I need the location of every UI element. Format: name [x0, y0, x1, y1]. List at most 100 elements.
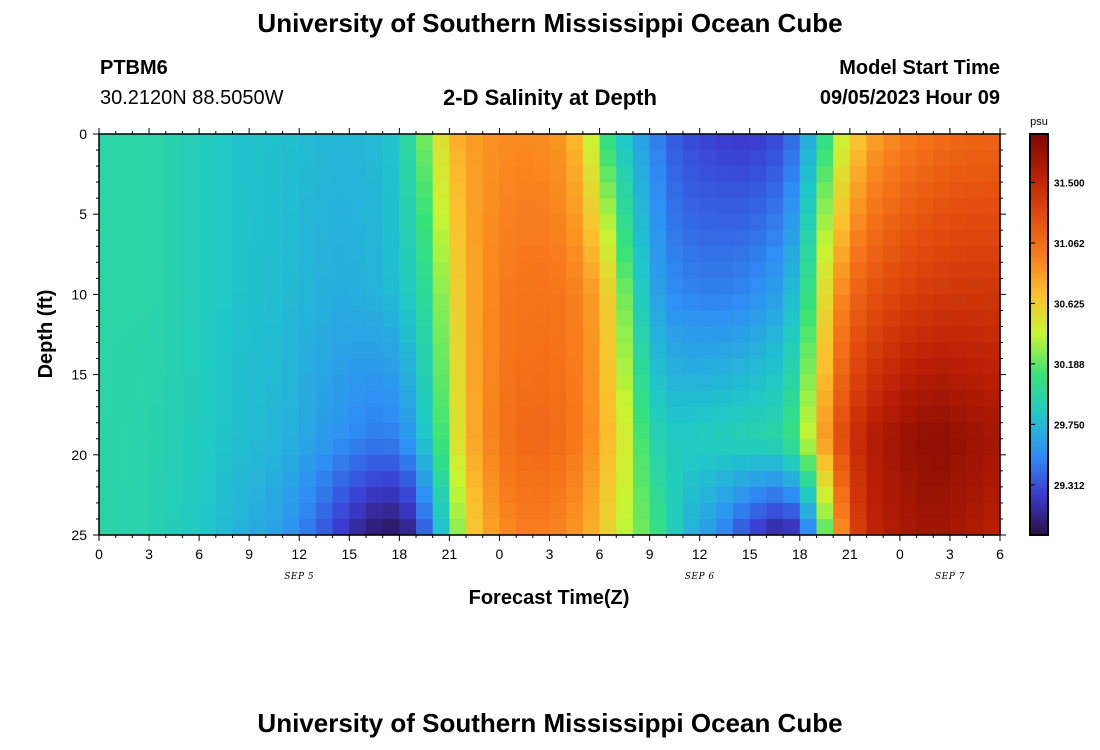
heatmap-cell [99, 518, 117, 536]
heatmap-cell [933, 262, 951, 279]
heatmap-cell [499, 150, 517, 167]
heatmap-cell [599, 310, 617, 328]
heatmap-cell [165, 134, 184, 151]
heatmap-cell [699, 150, 717, 167]
heatmap-cell [733, 214, 751, 231]
heatmap-cell [299, 374, 317, 392]
heatmap-cell [899, 214, 918, 231]
heatmap-cell [249, 326, 267, 344]
heatmap-cell [282, 422, 300, 440]
heatmap-cell [966, 214, 984, 231]
heatmap-cell [265, 214, 284, 231]
heatmap-cell [816, 278, 834, 295]
heatmap-cell [382, 422, 400, 440]
heatmap-cell [949, 230, 968, 247]
heatmap-cell [783, 166, 801, 183]
y-tick-label: 20 [71, 447, 87, 463]
heatmap-cell [582, 150, 601, 167]
heatmap-cell [482, 502, 501, 520]
heatmap-cell [332, 390, 350, 408]
x-tick-label: 6 [996, 546, 1004, 562]
heatmap-cell [265, 390, 284, 408]
heatmap-cell [566, 470, 584, 488]
heatmap-cell [315, 358, 334, 376]
heatmap-cell [466, 198, 484, 215]
heatmap-cell [382, 358, 400, 376]
heatmap-cell [599, 166, 617, 183]
heatmap-cell [265, 230, 284, 247]
heatmap-cell [599, 374, 617, 392]
heatmap-cell [115, 278, 133, 295]
heatmap-cell [833, 230, 851, 247]
heatmap-cell [332, 502, 350, 520]
heatmap-cell [165, 470, 184, 488]
heatmap-cell [649, 246, 667, 263]
heatmap-cell [149, 278, 167, 295]
heatmap-cell [933, 230, 951, 247]
heatmap-cell [99, 486, 117, 504]
heatmap-cell [599, 502, 617, 520]
heatmap-cell [666, 358, 684, 376]
heatmap-cell [933, 150, 951, 167]
heatmap-cell [699, 342, 717, 360]
heatmap-cell [466, 230, 484, 247]
heatmap-cell [699, 230, 717, 247]
heatmap-cell [783, 310, 801, 328]
footer-title: University of Southern Mississippi Ocean… [257, 708, 843, 738]
heatmap-cell [416, 358, 434, 376]
heatmap-cell [816, 502, 834, 520]
heatmap-cell [966, 454, 984, 472]
heatmap-cell [632, 262, 651, 279]
heatmap-cell [516, 150, 534, 167]
heatmap-cell [466, 166, 484, 183]
heatmap-cell [482, 150, 501, 167]
heatmap-cell [115, 214, 133, 231]
heatmap-cell [632, 166, 651, 183]
heatmap-cell [215, 518, 234, 536]
heatmap-cell [783, 502, 801, 520]
heatmap-cell [866, 134, 884, 151]
heatmap-cell [165, 294, 184, 312]
heatmap-cell [282, 518, 300, 536]
heatmap-cell [315, 390, 334, 408]
heatmap-cell [549, 278, 567, 295]
heatmap-cell [699, 502, 717, 520]
heatmap-cell [432, 262, 450, 279]
heatmap-cell [566, 230, 584, 247]
heatmap-cell [933, 326, 951, 344]
heatmap-cell [566, 214, 584, 231]
heatmap-cell [215, 134, 234, 151]
colorbar-tick-label: 31.500 [1054, 178, 1085, 189]
heatmap-cell [933, 310, 951, 328]
heatmap-cell [899, 278, 918, 295]
heatmap-cell [215, 294, 234, 312]
heatmap-cell [883, 454, 901, 472]
heatmap-cell [616, 358, 634, 376]
heatmap-cell [899, 438, 918, 456]
heatmap-cell [549, 422, 567, 440]
colorbar-tick-label: 29.750 [1054, 420, 1085, 431]
heatmap-cell [766, 134, 784, 151]
heatmap-cell [649, 486, 667, 504]
heatmap-cell [833, 134, 851, 151]
x-tick-label: 0 [896, 546, 904, 562]
heatmap-cell [482, 438, 501, 456]
heatmap-cell [833, 422, 851, 440]
heatmap-cell [933, 358, 951, 376]
heatmap-cell [883, 358, 901, 376]
heatmap-cell [949, 406, 968, 424]
heatmap-cell [699, 294, 717, 312]
heatmap-cell [99, 294, 117, 312]
heatmap-cell [866, 246, 884, 263]
heatmap-cell [182, 262, 200, 279]
heatmap-cell [899, 454, 918, 472]
heatmap-cell [766, 406, 784, 424]
x-tick-label: 3 [946, 546, 954, 562]
heatmap-cell [99, 246, 117, 263]
heatmap-cell [666, 502, 684, 520]
heatmap-cell [816, 422, 834, 440]
heatmap-cell [616, 230, 634, 247]
heatmap-cell [199, 230, 217, 247]
heatmap-cell [382, 390, 400, 408]
heatmap-cell [966, 310, 984, 328]
